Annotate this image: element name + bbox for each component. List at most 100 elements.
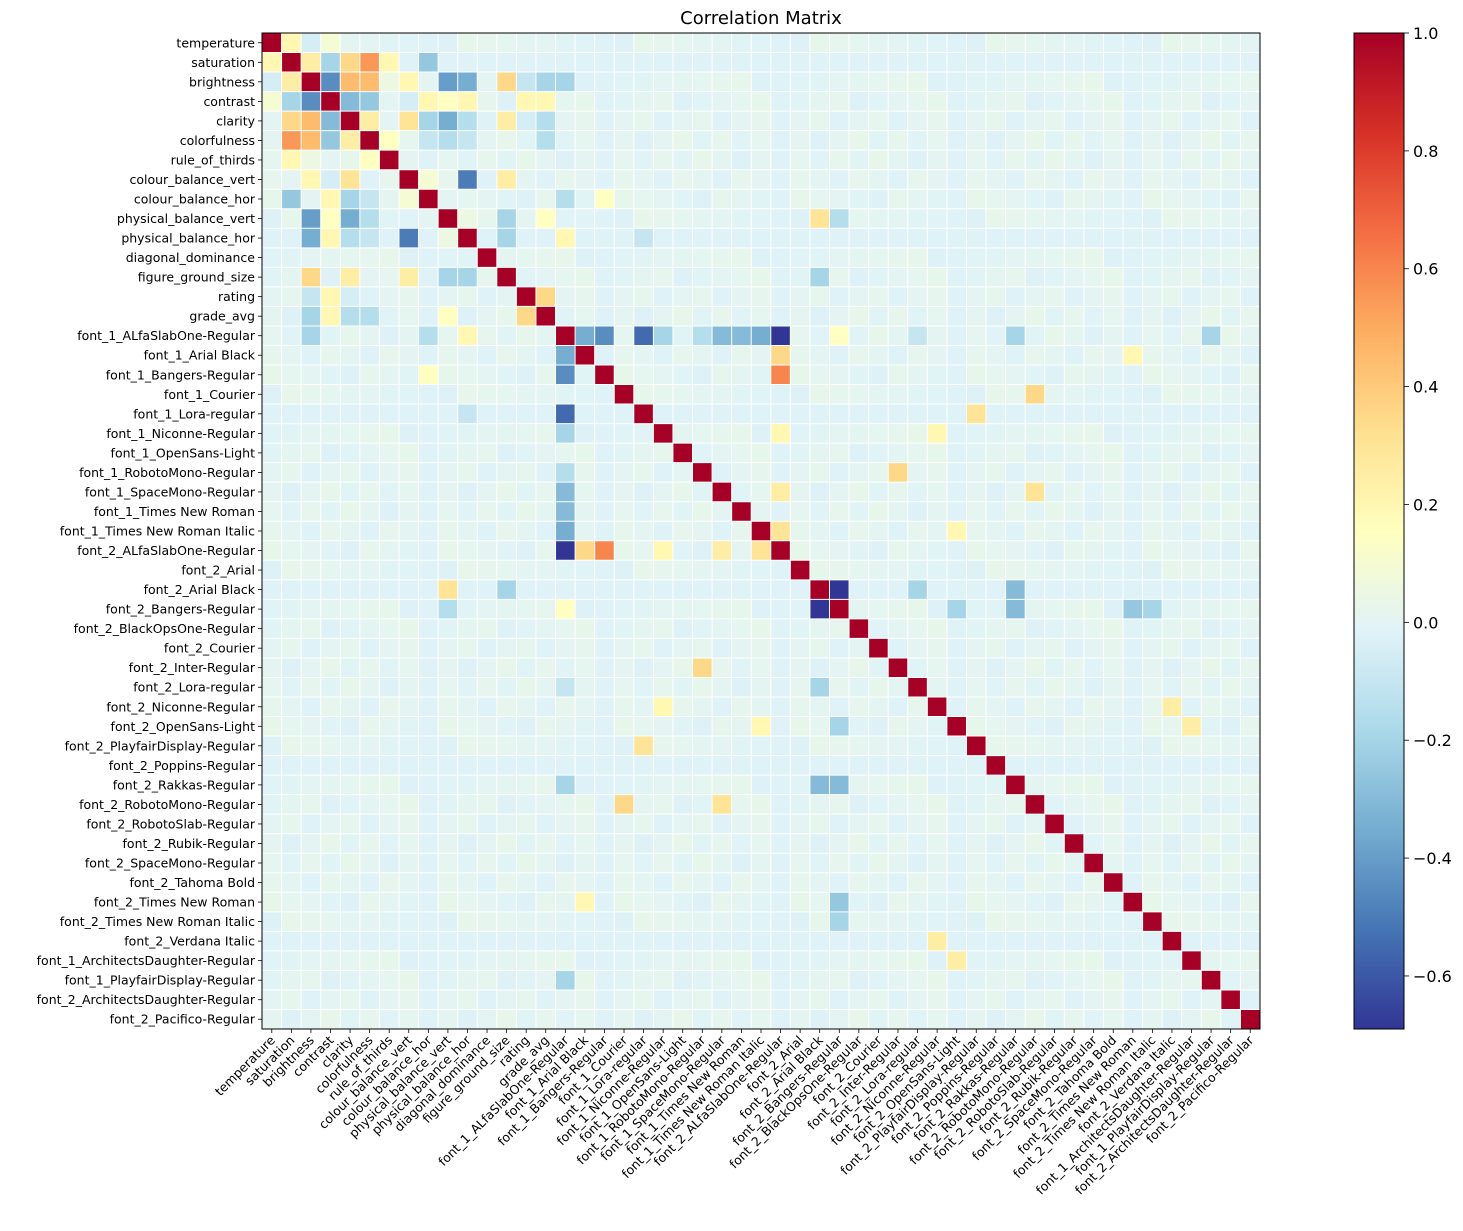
- heatmap-cell: [575, 677, 595, 698]
- heatmap-cell: [438, 853, 458, 874]
- heatmap-cell: [457, 911, 478, 932]
- heatmap-cell: [888, 775, 909, 795]
- heatmap-cell: [477, 560, 498, 581]
- heatmap-cell: [575, 189, 595, 210]
- heatmap-cell: [438, 833, 458, 854]
- heatmap-cell: [398, 345, 419, 366]
- heatmap-cell: [614, 501, 635, 522]
- heatmap-cell: [1142, 482, 1163, 503]
- heatmap-cell: [359, 794, 380, 815]
- heatmap-cell: [594, 736, 615, 756]
- heatmap-cell: [281, 872, 302, 893]
- heatmap-cell: [1083, 228, 1104, 249]
- heatmap-cell: [535, 443, 556, 463]
- heatmap-cell: [907, 853, 928, 874]
- heatmap-cell: [829, 579, 850, 600]
- heatmap-cell: [731, 989, 752, 1010]
- heatmap-cell: [829, 970, 850, 991]
- heatmap-cell: [1240, 657, 1261, 678]
- heatmap-cell: [1025, 950, 1046, 971]
- heatmap-cell: [535, 697, 556, 717]
- heatmap-cell: [457, 423, 478, 444]
- heatmap-cell: [986, 91, 1006, 112]
- heatmap-cell: [946, 150, 967, 171]
- heatmap-cell: [809, 697, 830, 717]
- heatmap-cell: [398, 579, 419, 600]
- heatmap-cell: [672, 892, 693, 913]
- heatmap-cell: [1123, 482, 1143, 503]
- heatmap-cell: [1181, 111, 1202, 131]
- heatmap-cell: [555, 150, 576, 171]
- heatmap-cell: [849, 697, 869, 717]
- heatmap-cell: [633, 560, 654, 581]
- heatmap-cell: [281, 306, 302, 327]
- heatmap-cell: [1240, 111, 1261, 131]
- heatmap-cell: [1162, 560, 1183, 581]
- heatmap-cell: [946, 169, 967, 190]
- heatmap-cell: [575, 560, 595, 581]
- heatmap-cell: [1181, 501, 1202, 522]
- heatmap-cell: [281, 989, 302, 1010]
- heatmap-cell: [712, 560, 732, 581]
- heatmap-cell: [535, 462, 556, 483]
- heatmap-cell: [946, 853, 967, 874]
- heatmap-cell: [281, 111, 302, 131]
- heatmap-cell: [320, 970, 341, 991]
- heatmap-cell: [790, 833, 811, 854]
- heatmap-cell: [418, 384, 439, 405]
- y-tick-label: grade_avg: [189, 309, 255, 324]
- heatmap-cell: [1240, 365, 1261, 385]
- heatmap-cell: [398, 501, 419, 522]
- heatmap-cell: [535, 579, 556, 600]
- heatmap-cell: [575, 345, 595, 366]
- heatmap-cell: [927, 1009, 948, 1030]
- heatmap-cell: [535, 521, 556, 542]
- heatmap-cell: [262, 384, 282, 405]
- heatmap-cell: [966, 228, 987, 249]
- heatmap-cell: [1005, 365, 1026, 385]
- heatmap-cell: [359, 345, 380, 366]
- y-tick-label: font_2_Niconne-Regular: [106, 699, 256, 714]
- heatmap-cell: [594, 833, 615, 854]
- heatmap-cell: [418, 521, 439, 542]
- heatmap-cell: [907, 736, 928, 756]
- heatmap-cell: [731, 618, 752, 639]
- y-tick-label: font_2_Arial: [181, 563, 255, 578]
- heatmap-cell: [555, 579, 576, 600]
- heatmap-cell: [594, 989, 615, 1010]
- heatmap-cell: [262, 267, 282, 288]
- heatmap-cell: [516, 716, 537, 737]
- heatmap-cell: [888, 618, 909, 639]
- heatmap-cell: [1220, 462, 1241, 483]
- heatmap-cell: [868, 286, 889, 307]
- heatmap-cell: [320, 950, 341, 971]
- heatmap-cell: [966, 443, 987, 463]
- heatmap-cell: [379, 286, 400, 307]
- heatmap-cell: [575, 716, 595, 737]
- heatmap-cell: [1240, 853, 1261, 874]
- heatmap-cell: [888, 286, 909, 307]
- heatmap-cell: [927, 501, 948, 522]
- heatmap-cell: [672, 52, 693, 73]
- heatmap-cell: [770, 150, 791, 171]
- heatmap-cell: [868, 970, 889, 991]
- heatmap-cell: [946, 189, 967, 210]
- heatmap-cell: [457, 267, 478, 288]
- heatmap-cell: [1201, 150, 1222, 171]
- heatmap-cell: [281, 697, 302, 717]
- heatmap-cell: [1005, 853, 1026, 874]
- heatmap-cell: [1044, 208, 1065, 229]
- heatmap-cell: [477, 247, 498, 268]
- heatmap-cell: [438, 814, 458, 835]
- heatmap-cell: [1220, 521, 1241, 542]
- heatmap-cell: [614, 247, 635, 268]
- heatmap-cell: [770, 384, 791, 405]
- heatmap-cell: [731, 911, 752, 932]
- heatmap-gridlines: [262, 33, 1260, 1029]
- heatmap-cell: [888, 72, 909, 92]
- heatmap-cell: [1220, 306, 1241, 327]
- heatmap-cell: [340, 911, 361, 932]
- heatmap-cell: [888, 130, 909, 151]
- heatmap-cell: [653, 33, 674, 53]
- heatmap-cell: [1142, 404, 1163, 424]
